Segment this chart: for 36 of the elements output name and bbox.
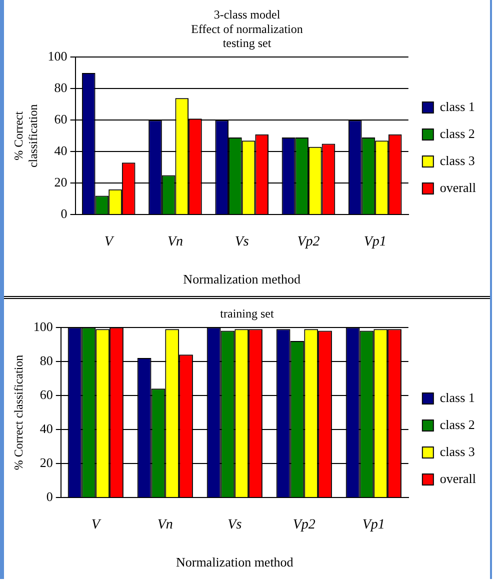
y-tick-label: 20 (54, 174, 68, 190)
legend-label: class 3 (440, 152, 475, 168)
y-tick-label: 100 (48, 48, 68, 64)
y-tick-label: 0 (60, 206, 68, 222)
legend-label: class 1 (440, 98, 475, 114)
y-axis-title: % Correct classification (11, 354, 26, 470)
x-tick-label: Vn (157, 518, 173, 533)
x-axis-title: Normalization method (176, 554, 294, 570)
x-tick-label: V (91, 518, 102, 533)
y-tick-label: 40 (54, 143, 68, 158)
y-tick-label: 40 (40, 420, 53, 436)
legend-label: overall (440, 470, 476, 486)
x-tick-label: V (104, 234, 114, 250)
x-tick-label: Vs (228, 518, 242, 533)
x-tick-label: Vp2 (297, 234, 320, 250)
y-tick-label: 0 (46, 489, 53, 504)
legend-label: class 2 (440, 126, 475, 141)
y-tick-label: 100 (33, 318, 53, 334)
legend-label: class 3 (440, 444, 475, 459)
legend-label: class 1 (440, 390, 475, 405)
y-tick-label: 80 (54, 80, 68, 96)
chart-title: 3-class model Effect of normalization testing set (191, 7, 303, 50)
x-tick-label: Vp1 (364, 234, 386, 250)
y-tick-label: 60 (40, 386, 53, 402)
y-tick-label: 80 (40, 352, 53, 368)
y-tick-label: 20 (40, 454, 53, 470)
x-tick-label: Vp1 (362, 518, 385, 533)
y-tick-label: 60 (54, 112, 68, 127)
x-tick-label: Vs (234, 234, 250, 250)
legend-label: overall (440, 180, 476, 195)
x-axis-title: Normalization method (183, 272, 302, 287)
x-tick-label: Vp2 (292, 518, 316, 533)
chart-title: training set (220, 306, 274, 320)
legend-label: class 2 (440, 416, 475, 432)
x-tick-label: Vn (167, 234, 184, 250)
y-axis-title: % Correct classification (11, 104, 40, 168)
